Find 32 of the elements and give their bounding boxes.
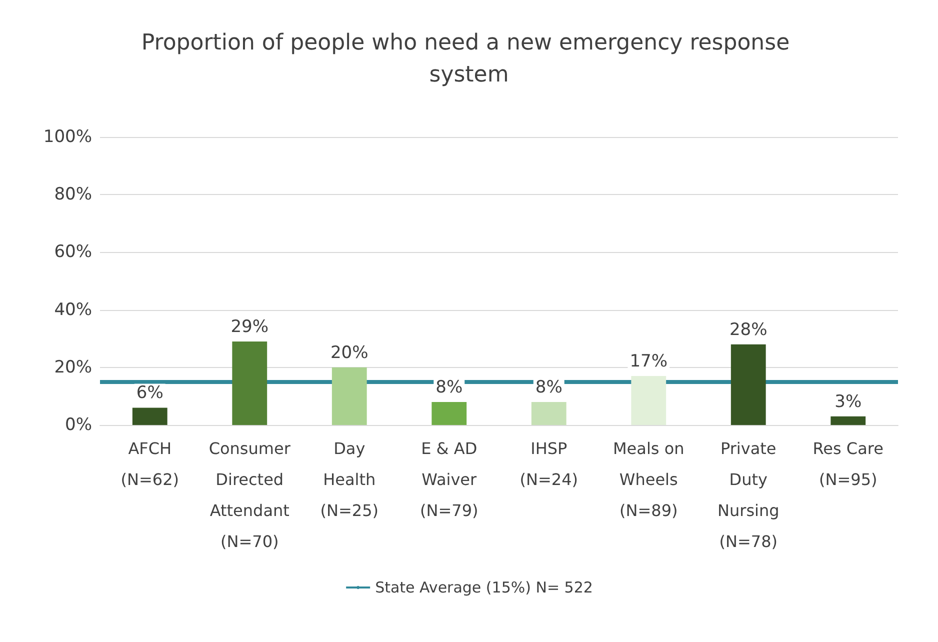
bar (432, 402, 467, 425)
bar (332, 367, 367, 425)
bar (232, 341, 268, 425)
y-tick-label: 0% (65, 415, 92, 435)
x-tick-label: Day Health (N=25) (320, 439, 378, 520)
data-label: 17% (630, 352, 668, 372)
data-label: 8% (436, 377, 463, 398)
x-tick-label: Res Care (N=95) (812, 439, 884, 489)
bar (132, 408, 168, 425)
x-tick-label: E & AD Waiver (N=79) (420, 439, 478, 520)
x-tick-label: Consumer Directed Attendant (N=70) (208, 439, 291, 551)
y-tick-label: 80% (54, 184, 92, 205)
bar (631, 376, 666, 425)
x-tick-label: Private Duty Nursing (N=78) (717, 439, 780, 551)
chart-title: Proportion of people who need a new emergency response system (141, 30, 797, 88)
data-label: 6% (136, 383, 164, 404)
x-tick-label: IHSP (N=24) (520, 439, 578, 489)
y-tick-label: 60% (54, 242, 92, 262)
y-tick-label: 20% (54, 357, 92, 378)
x-tick-label: Meals on Wheels (N=89) (613, 439, 684, 520)
data-label: 29% (230, 316, 269, 337)
y-tick-label: 100% (43, 127, 92, 147)
bar (531, 402, 566, 425)
data-label: 20% (330, 342, 368, 363)
legend-label: State Average (15%) N= 522 (375, 578, 593, 596)
y-tick-label: 40% (54, 300, 92, 320)
data-label: 8% (535, 377, 562, 398)
data-label: 28% (729, 320, 768, 340)
bar (730, 344, 766, 425)
data-label: 3% (834, 392, 862, 412)
bar (830, 416, 866, 425)
x-tick-label: AFCH (N=62) (120, 439, 179, 489)
